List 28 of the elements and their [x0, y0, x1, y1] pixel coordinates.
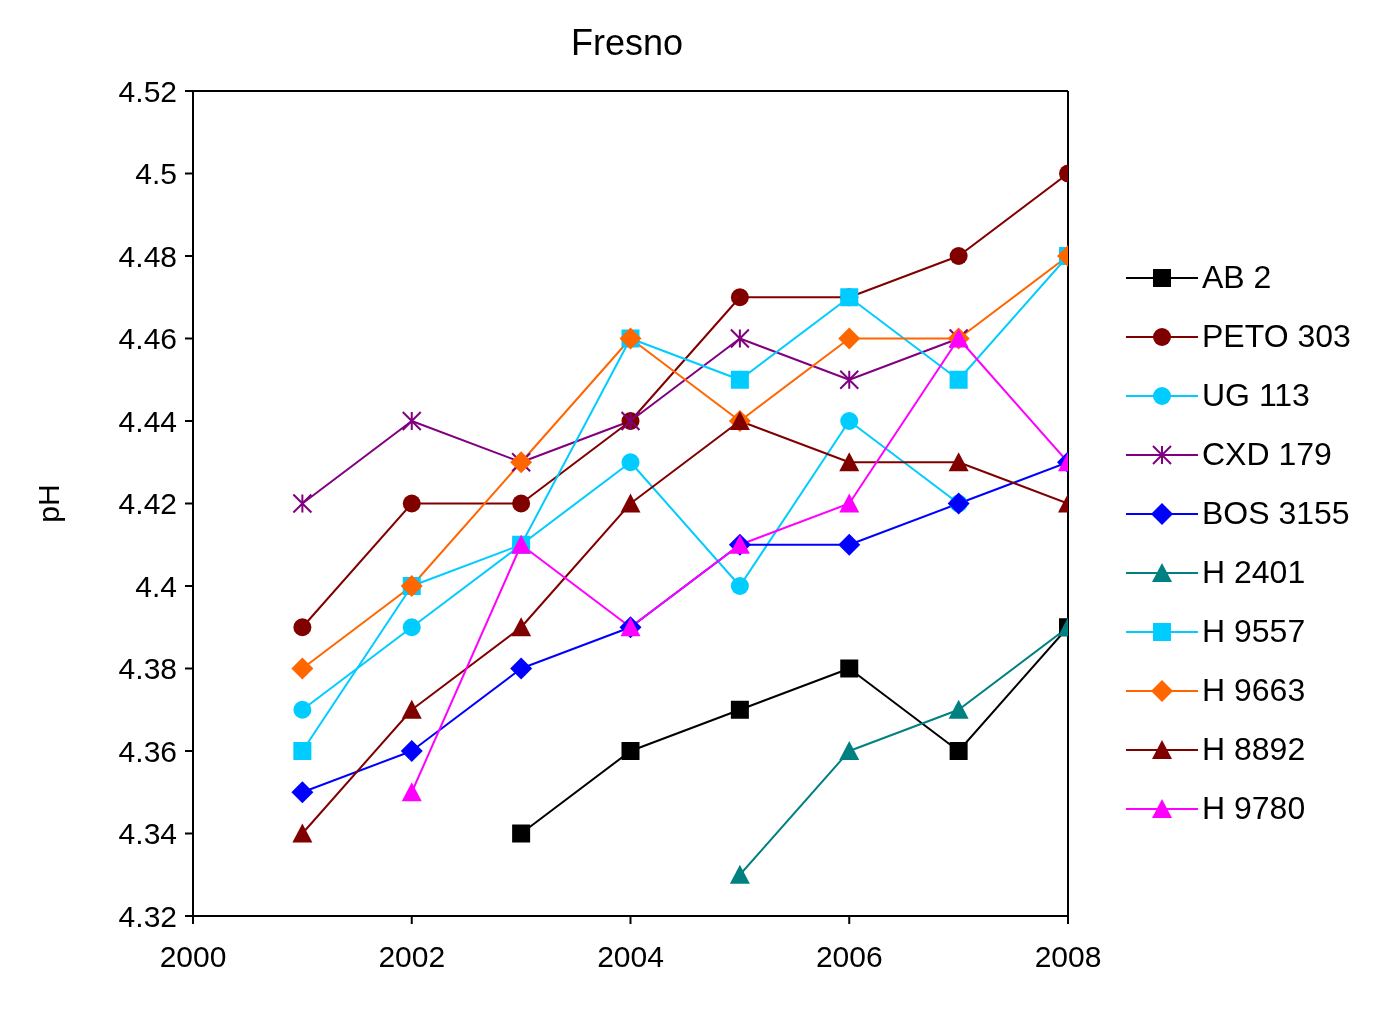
x-tick-label: 2002 [378, 940, 446, 974]
legend-label: PETO 303 [1202, 318, 1351, 355]
legend-label: CXD 179 [1202, 436, 1332, 473]
y-tick-label: 4.42 [118, 487, 177, 521]
y-tick-label: 4.4 [135, 569, 177, 603]
legend-label: BOS 3155 [1202, 495, 1350, 532]
chart-title: Fresno [569, 22, 684, 64]
x-tick-label: 2000 [159, 940, 227, 974]
y-axis-title: pH [31, 484, 65, 523]
legend-label: AB 2 [1202, 259, 1272, 296]
y-tick-label: 4.5 [135, 157, 177, 191]
y-tick-label: 4.32 [118, 899, 177, 933]
y-tick-label: 4.46 [118, 322, 177, 356]
y-tick-label: 4.38 [118, 652, 177, 686]
x-tick-label: 2004 [597, 940, 664, 974]
legend-label: UG 113 [1202, 377, 1310, 414]
x-tick-label: 2008 [1034, 940, 1102, 974]
y-tick-label: 4.52 [118, 74, 177, 108]
legend-label: H 8892 [1202, 731, 1306, 768]
legend-label: H 9780 [1202, 790, 1306, 827]
x-tick-label: 2006 [815, 940, 883, 974]
legend-label: H 2401 [1202, 554, 1306, 591]
legend-label: H 9557 [1202, 613, 1306, 650]
y-tick-label: 4.34 [118, 817, 177, 851]
legend-label: H 9663 [1202, 672, 1306, 709]
y-tick-label: 4.44 [118, 404, 177, 438]
y-tick-label: 4.36 [118, 734, 177, 768]
y-tick-label: 4.48 [118, 239, 177, 273]
